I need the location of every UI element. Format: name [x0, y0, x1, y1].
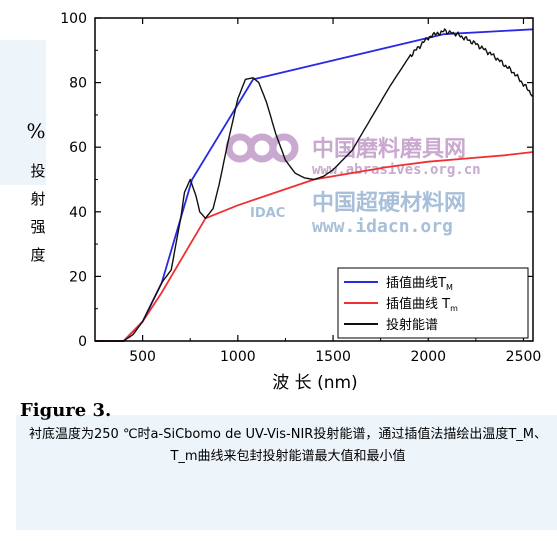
x-tick-label: 2000: [410, 349, 446, 365]
y-axis-unit: %: [26, 119, 45, 143]
y-tick-label: 20: [69, 269, 87, 285]
background-panel-caption: [16, 415, 557, 530]
watermark-site-url: www.abrasives.org.cn: [312, 162, 481, 178]
y-tick-label: 80: [69, 76, 87, 92]
y-axis-label-char: 投: [30, 162, 45, 180]
watermark-site-url-2: www.idacn.org: [312, 216, 453, 237]
y-tick-label: 100: [60, 11, 87, 27]
legend: 插值曲线TM 插值曲线 Tm 投射能谱: [337, 267, 529, 339]
y-axis-label-char: 强: [30, 218, 45, 236]
x-tick-label: 1000: [220, 349, 256, 365]
x-tick-label: 500: [129, 349, 156, 365]
transmission-chart: 中国磨料磨具网 www.abrasives.org.cn IDAC 中国超硬材料…: [26, 11, 541, 393]
y-axis-label-char: 度: [30, 246, 45, 264]
watermark-logo-circles: [225, 133, 299, 163]
y-tick-label: 0: [78, 334, 87, 350]
legend-label-2: 插值曲线 Tm: [386, 296, 458, 313]
background-panel-left: [0, 40, 46, 185]
watermark-site-name-2: 中国超硬材料网: [312, 191, 466, 216]
series-line-2: [95, 151, 534, 342]
y-tick-label: 60: [69, 140, 87, 156]
x-tick-label: 1500: [315, 349, 351, 365]
y-tick-label: 40: [69, 205, 87, 221]
y-axis-label-char: 射: [30, 190, 45, 208]
x-tick-label: 2500: [506, 349, 542, 365]
watermark-idac-logo: IDAC: [250, 206, 285, 221]
legend-label-1: 插值曲线TM: [386, 275, 453, 292]
watermark-site-name: 中国磨料磨具网: [312, 137, 466, 162]
x-axis-label: 波 长 (nm): [272, 373, 357, 393]
axes: 500 1000 1500 2000 2500 0 20 40 60 80 100: [60, 11, 541, 365]
figure-label: Figure 3.: [20, 400, 112, 421]
caption-text: 衬底温度为250 ℃时a-SiCbomo de UV-Vis-NIR投射能谱，通…: [29, 427, 547, 464]
watermark: 中国磨料磨具网 www.abrasives.org.cn IDAC 中国超硬材料…: [225, 133, 481, 237]
series-line-3: [95, 28, 534, 342]
series-layer: [95, 28, 534, 342]
legend-label-3: 投射能谱: [386, 317, 438, 333]
